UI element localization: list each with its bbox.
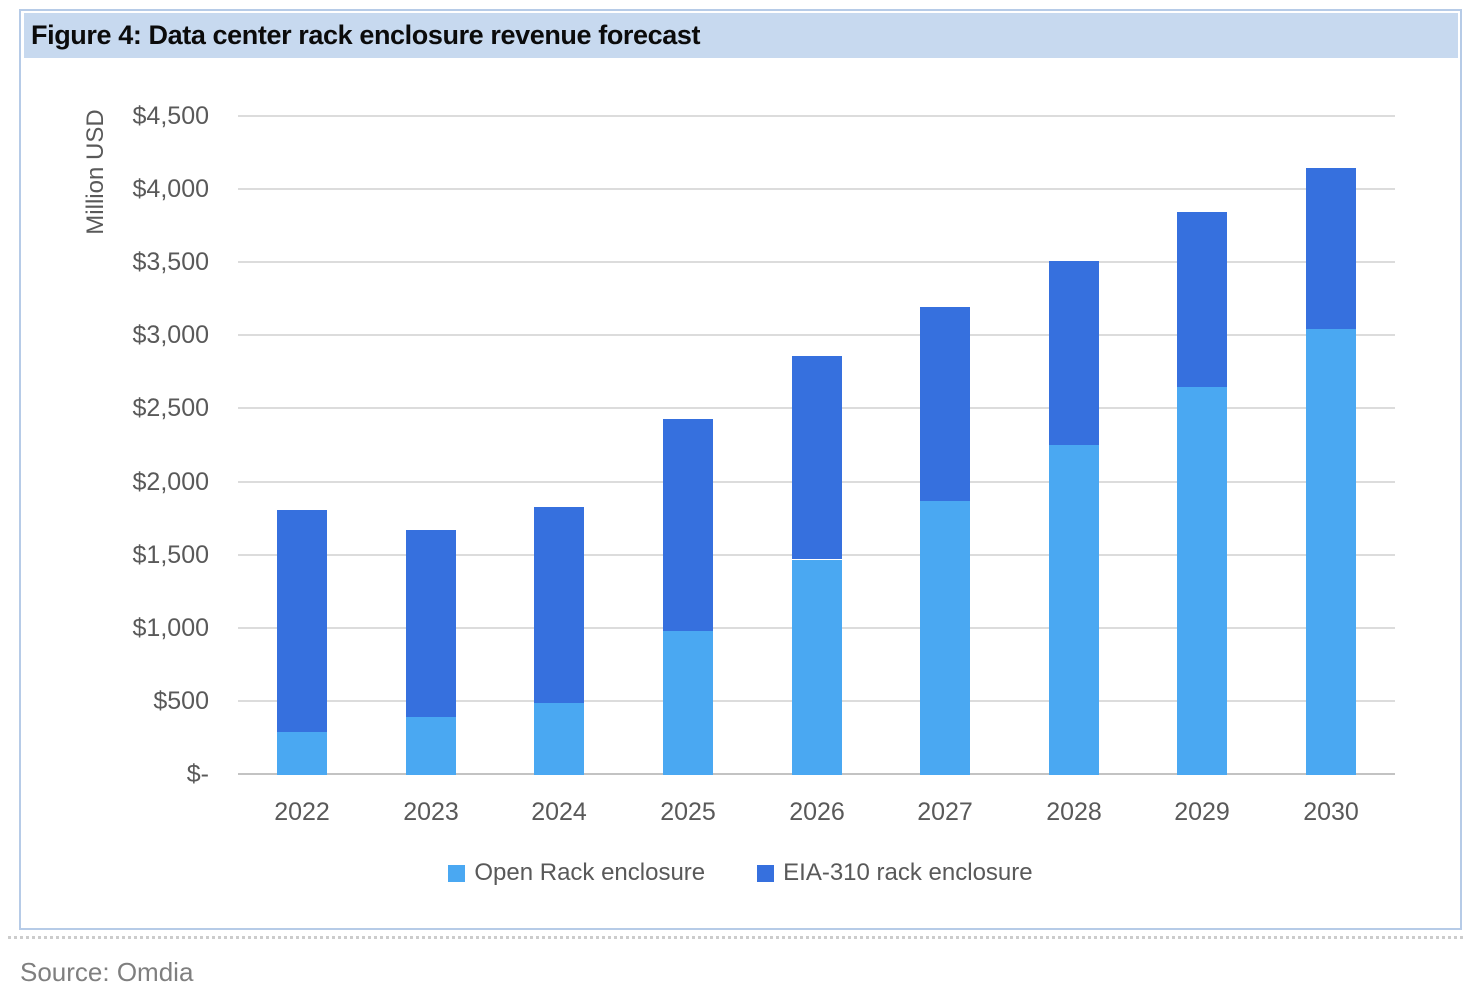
gridline	[238, 261, 1395, 263]
bar-eia-310-2027	[920, 307, 970, 501]
y-tick-label: $4,000	[132, 175, 209, 203]
bar-eia-310-2025	[663, 419, 713, 631]
bar-open-rack-2023	[406, 717, 456, 775]
x-tick-label-2022: 2022	[274, 798, 330, 826]
y-tick-label: $3,000	[132, 321, 209, 349]
gridline	[238, 188, 1395, 190]
x-tick-label-2026: 2026	[789, 798, 845, 826]
figure-title-band: Figure 4: Data center rack enclosure rev…	[24, 13, 1458, 58]
bar-open-rack-2024	[534, 703, 584, 775]
x-tick-label-2027: 2027	[917, 798, 973, 826]
y-tick-label: $1,000	[132, 614, 209, 642]
bar-eia-310-2022	[277, 510, 327, 732]
bar-eia-310-2028	[1049, 261, 1099, 445]
y-tick-label: $3,500	[132, 248, 209, 276]
bar-open-rack-2029	[1177, 387, 1227, 775]
x-tick-label-2023: 2023	[403, 798, 459, 826]
dotted-divider	[8, 936, 1463, 939]
bar-open-rack-2026	[792, 560, 842, 775]
bar-open-rack-2027	[920, 501, 970, 775]
y-tick-label: $-	[186, 760, 209, 788]
bar-eia-310-2026	[792, 356, 842, 559]
x-tick-label-2030: 2030	[1303, 798, 1359, 826]
bar-eia-310-2024	[534, 507, 584, 703]
legend-item: EIA-310 rack enclosure	[757, 859, 1033, 887]
bar-eia-310-2030	[1306, 168, 1356, 329]
figure-title: Figure 4: Data center rack enclosure rev…	[31, 20, 701, 50]
x-tick-label-2028: 2028	[1046, 798, 1102, 826]
y-tick-label: $1,500	[132, 541, 209, 569]
bar-open-rack-2022	[277, 732, 327, 775]
bar-open-rack-2030	[1306, 328, 1356, 775]
bar-open-rack-2025	[663, 631, 713, 775]
y-tick-label: $2,000	[132, 468, 209, 496]
y-tick-label: $2,500	[132, 394, 209, 422]
source-text: Source: Omdia	[20, 957, 194, 987]
x-tick-label-2029: 2029	[1174, 798, 1230, 826]
legend-swatch-icon	[757, 864, 775, 882]
bar-eia-310-2023	[406, 530, 456, 717]
legend: Open Rack enclosure EIA-310 rack enclosur…	[19, 856, 1462, 890]
bar-eia-310-2029	[1177, 212, 1227, 387]
gridline	[238, 115, 1395, 117]
x-tick-label-2024: 2024	[531, 798, 587, 826]
y-tick-label: $500	[153, 687, 209, 715]
figure-frame: Figure 4: Data center rack enclosure rev…	[19, 9, 1462, 930]
x-tick-label-2025: 2025	[660, 798, 716, 826]
legend-label: EIA-310 rack enclosure	[783, 859, 1033, 886]
gridline	[238, 334, 1395, 336]
y-tick-label: $4,500	[132, 102, 209, 130]
legend-item: Open Rack enclosure	[448, 859, 705, 887]
legend-label: Open Rack enclosure	[474, 859, 706, 886]
bar-open-rack-2028	[1049, 445, 1099, 775]
legend-swatch-icon	[448, 864, 466, 882]
